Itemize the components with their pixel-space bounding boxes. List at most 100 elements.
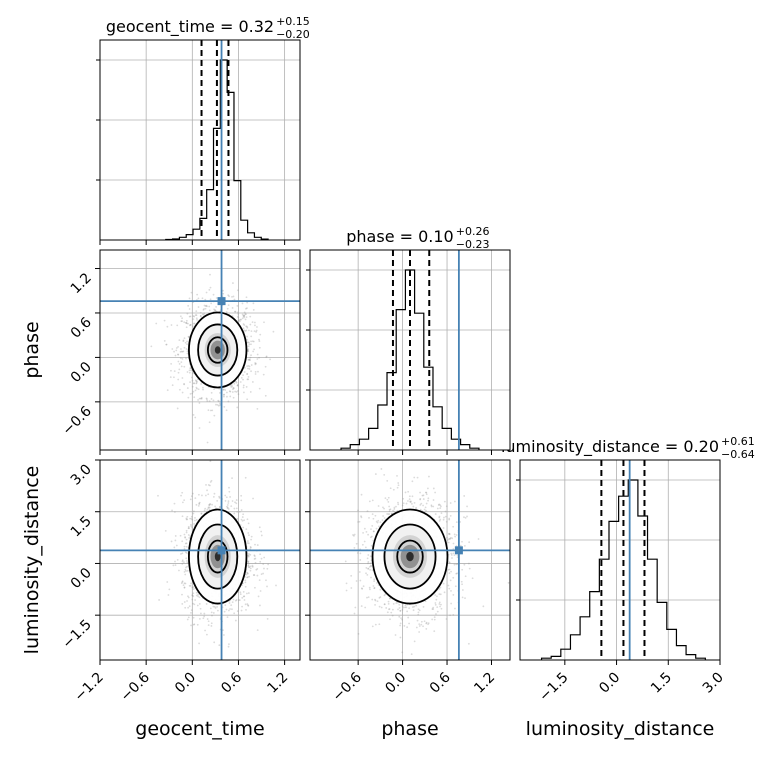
sample-point (235, 381, 238, 384)
x-tick-label-phase-0: −0.6 (330, 669, 365, 704)
sample-point (420, 620, 423, 623)
sample-point (369, 562, 372, 565)
sample-point (389, 618, 391, 621)
sample-point (439, 518, 442, 521)
sample-point (259, 604, 261, 607)
sample-point (247, 554, 249, 557)
sample-point (379, 596, 382, 598)
sample-point (229, 390, 232, 393)
sample-point (184, 341, 187, 344)
sample-point (236, 289, 239, 292)
sample-point (248, 329, 250, 332)
sample-point (425, 493, 428, 496)
sample-point (401, 608, 404, 611)
sample-point (195, 381, 198, 384)
sample-point (359, 559, 362, 561)
sample-point (188, 308, 191, 310)
panel-title-text-luminosity_distance: luminosity_distance = 0.20 (501, 437, 719, 457)
x-axis-title-phase: phase (381, 718, 438, 740)
sample-point (251, 565, 254, 568)
sample-point (183, 383, 186, 386)
sample-point (233, 512, 236, 515)
sample-point (369, 568, 371, 571)
sample-point (258, 338, 260, 341)
sample-point (448, 561, 450, 564)
truth-marker (454, 546, 463, 555)
sample-point (461, 568, 464, 571)
contour-1 (197, 323, 239, 377)
sample-point (380, 468, 383, 470)
sample-point (357, 509, 359, 512)
sample-point (385, 607, 388, 609)
sample-point (182, 340, 185, 343)
sample-point (477, 538, 480, 540)
sample-point (231, 385, 234, 388)
sample-point (184, 606, 187, 609)
sample-point (183, 346, 186, 349)
sample-point (199, 315, 202, 318)
sample-point (245, 316, 248, 319)
sample-point (246, 576, 248, 579)
sample-point (188, 584, 191, 587)
sample-point (227, 294, 230, 297)
sample-point (193, 623, 196, 626)
sample-point (189, 392, 192, 395)
sample-point (254, 373, 257, 375)
sample-point (212, 495, 215, 498)
sample-point (378, 605, 381, 608)
sample-point (468, 567, 471, 570)
sample-point (197, 399, 199, 401)
sample-point (176, 558, 179, 561)
sample-point (372, 585, 375, 587)
sample-point (209, 607, 212, 610)
sample-point (241, 596, 244, 599)
sample-point (226, 504, 229, 506)
sample-point (186, 352, 189, 355)
sample-point (236, 311, 239, 314)
sample-point (190, 611, 192, 614)
sample-point (238, 319, 241, 322)
sample-point (181, 552, 184, 555)
sample-point (191, 526, 193, 529)
sample-point (371, 625, 374, 628)
sample-point (248, 553, 250, 555)
sample-point (183, 382, 185, 385)
sample-point (427, 622, 430, 625)
sample-point (246, 349, 249, 352)
sample-point (412, 609, 415, 612)
sample-point (378, 525, 380, 528)
sample-point (155, 322, 158, 325)
sample-point (246, 335, 248, 338)
sample-point (247, 358, 250, 361)
sample-point (442, 518, 445, 521)
sample-point (196, 318, 198, 321)
sample-point (249, 546, 252, 549)
sample-point (185, 517, 188, 520)
sample-point (253, 558, 256, 560)
sample-point (397, 501, 399, 504)
sample-point (413, 501, 416, 504)
sample-point (210, 622, 213, 625)
sample-point (181, 515, 184, 518)
panel-content (310, 460, 510, 660)
sample-point (224, 389, 227, 391)
sample-point (246, 398, 249, 401)
sample-point (225, 608, 228, 611)
sample-point (360, 515, 362, 518)
sample-point (249, 569, 252, 572)
sample-point (194, 599, 197, 601)
sample-point (367, 560, 370, 563)
sample-point (186, 515, 189, 518)
sample-point (228, 602, 231, 604)
sample-point (255, 568, 258, 571)
sample-point (255, 329, 258, 332)
sample-point (207, 409, 210, 412)
sample-point (182, 339, 185, 342)
x-tick-label-geocent_time-1: −0.6 (118, 669, 153, 704)
sample-point (185, 531, 188, 534)
sample-point (269, 358, 271, 361)
sample-point (383, 603, 386, 606)
sample-point (231, 500, 234, 502)
sample-point (158, 599, 161, 601)
sample-point (454, 500, 456, 503)
